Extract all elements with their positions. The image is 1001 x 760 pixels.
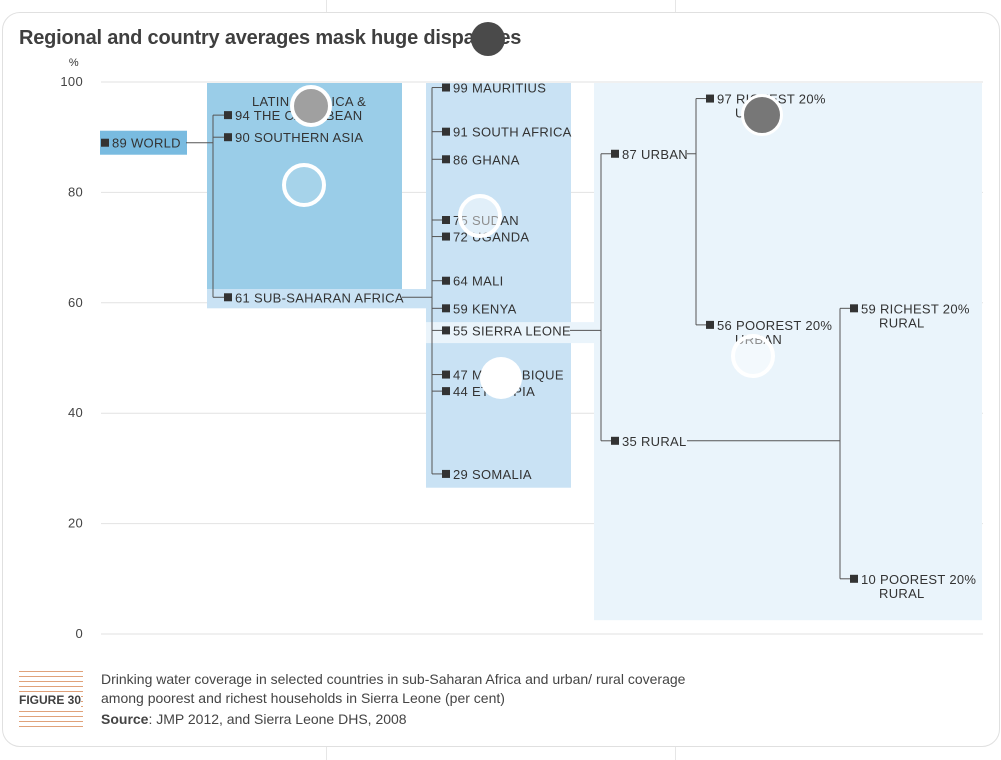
y-tick-label-20: 20 [68,516,83,531]
chart-title: Regional and country averages mask huge … [19,27,522,49]
point-sl-0-label: 87 URBAN [622,147,688,162]
y-tick-label-100: 100 [60,74,83,89]
point-region-1-label: 90 SOUTHERN ASIA [235,130,363,145]
y-tick-label-80: 80 [68,184,83,199]
point-region-1-marker [224,133,232,142]
point-country-0-marker [442,83,450,92]
point-country-10-label: 29 SOMALIA [453,467,532,482]
point-quintile-2-sublabel: RURAL [879,315,925,330]
figure-label-box: FIGURE 30 [19,671,83,727]
point-country-1-label: 91 SOUTH AFRICA [453,125,572,140]
point-region-2-marker [224,293,232,302]
point-quintile-3-label: 10 POOREST 20% [861,572,976,587]
point-region-0-marker [224,111,232,120]
point-country-0-label: 99 MAURITIUS [453,81,546,96]
point-region-2-label: 61 SUB-SAHARAN AFRICA [235,290,404,305]
redaction-blob-title [471,22,505,56]
redaction-ring-regions [282,163,326,207]
point-quintile-3-marker [850,574,858,583]
point-country-9-marker [442,387,450,396]
point-country-3-marker [442,216,450,224]
band-sierra-leone [426,322,596,344]
figure-label: FIGURE 30 [19,692,82,708]
redaction-blob-mozambique [480,357,522,399]
source-label: Source [101,711,149,727]
point-sl-0-marker [611,149,619,158]
point-world-label: 89 WORLD [112,136,181,151]
point-quintile-2-marker [850,304,858,313]
redaction-blob-richest-urban [741,94,783,136]
point-country-8-marker [442,370,450,379]
source-note: Source: JMP 2012, and Sierra Leone DHS, … [101,711,407,727]
source-text: : JMP 2012, and Sierra Leone DHS, 2008 [148,711,407,727]
redaction-blob-caribbean [290,85,332,127]
point-country-5-label: 64 MALI [453,274,504,289]
y-tick-label-60: 60 [68,295,83,310]
band-world [100,130,187,155]
point-quintile-1-label: 56 POOREST 20% [717,318,832,333]
band-sub-saharan [207,289,427,309]
figure-caption: Drinking water coverage in selected coun… [101,671,686,706]
block-countries [426,83,571,488]
point-quintile-2-label: 59 RICHEST 20% [861,301,970,316]
point-country-2-label: 86 GHANA [453,152,520,167]
redaction-ring-poorest-urban [731,334,775,378]
point-quintile-0-marker [706,94,714,103]
point-country-4-marker [442,232,450,241]
y-axis-unit: % [69,57,79,69]
point-country-10-marker [442,469,450,478]
point-country-7-marker [442,326,450,335]
point-sl-1-label: 35 RURAL [622,434,687,449]
point-country-6-marker [442,304,450,313]
point-country-1-marker [442,127,450,136]
point-country-2-marker [442,155,450,164]
point-world-marker [101,138,109,147]
point-country-6-label: 59 KENYA [453,301,517,316]
point-sl-1-marker [611,436,619,445]
block-sierra-leone [594,83,982,621]
point-quintile-1-marker [706,320,714,329]
point-country-5-marker [442,276,450,285]
redaction-ring-sudan [458,194,502,238]
y-tick-label-40: 40 [68,405,83,420]
y-tick-label-0: 0 [75,626,83,641]
point-country-7-label: 55 SIERRA LEONE [453,323,571,338]
point-quintile-3-sublabel: RURAL [879,586,925,601]
